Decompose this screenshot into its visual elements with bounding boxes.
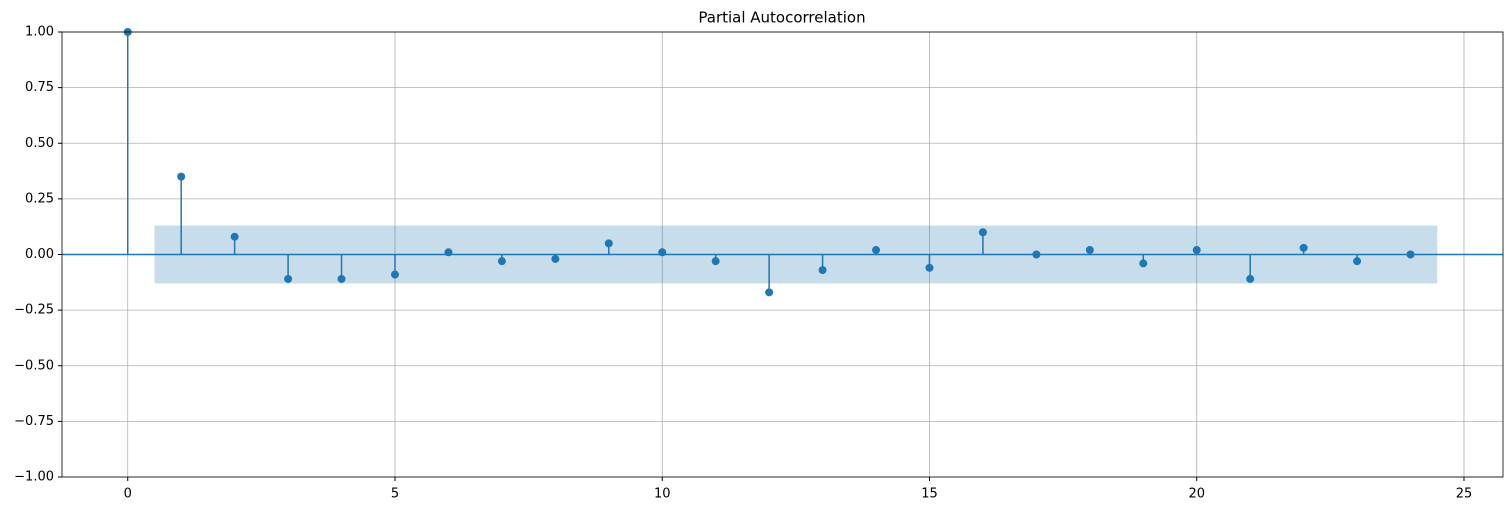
y-tick-label: −0.25 [14, 303, 54, 318]
marker [872, 246, 881, 255]
marker [1406, 250, 1415, 259]
marker [1353, 257, 1362, 266]
x-tick-label: 5 [391, 487, 399, 502]
marker [337, 274, 346, 283]
marker [551, 254, 560, 263]
marker [1085, 246, 1094, 255]
y-tick-label: −0.75 [14, 414, 54, 429]
marker [1032, 250, 1041, 259]
marker [1246, 274, 1255, 283]
y-tick-label: 0.25 [25, 191, 54, 206]
marker [230, 232, 239, 241]
x-tick-label: 10 [654, 487, 671, 502]
marker [604, 239, 613, 248]
chart-title: Partial Autocorrelation [698, 9, 865, 27]
marker [1299, 243, 1308, 252]
marker [925, 263, 934, 272]
marker [658, 248, 667, 257]
y-tick-label: −1.00 [14, 470, 54, 485]
y-tick-label: 0.00 [25, 247, 54, 262]
y-tick-label: −0.50 [14, 358, 54, 373]
marker [390, 270, 399, 279]
marker [1139, 259, 1148, 268]
marker [1192, 246, 1201, 255]
x-tick-label: 20 [1188, 487, 1205, 502]
marker [711, 257, 720, 266]
marker [497, 257, 506, 266]
y-tick-label: 0.50 [25, 136, 54, 151]
marker [818, 266, 827, 275]
plot-frame [61, 31, 1504, 478]
y-tick-label: 0.75 [25, 80, 54, 95]
x-tick-label: 15 [921, 487, 938, 502]
x-tick-label: 0 [124, 487, 132, 502]
marker [765, 288, 774, 297]
marker [444, 248, 453, 257]
marker [978, 228, 987, 237]
marker [284, 274, 293, 283]
marker [177, 172, 186, 181]
x-tick-label: 25 [1456, 487, 1473, 502]
y-tick-label: 1.00 [25, 25, 54, 40]
